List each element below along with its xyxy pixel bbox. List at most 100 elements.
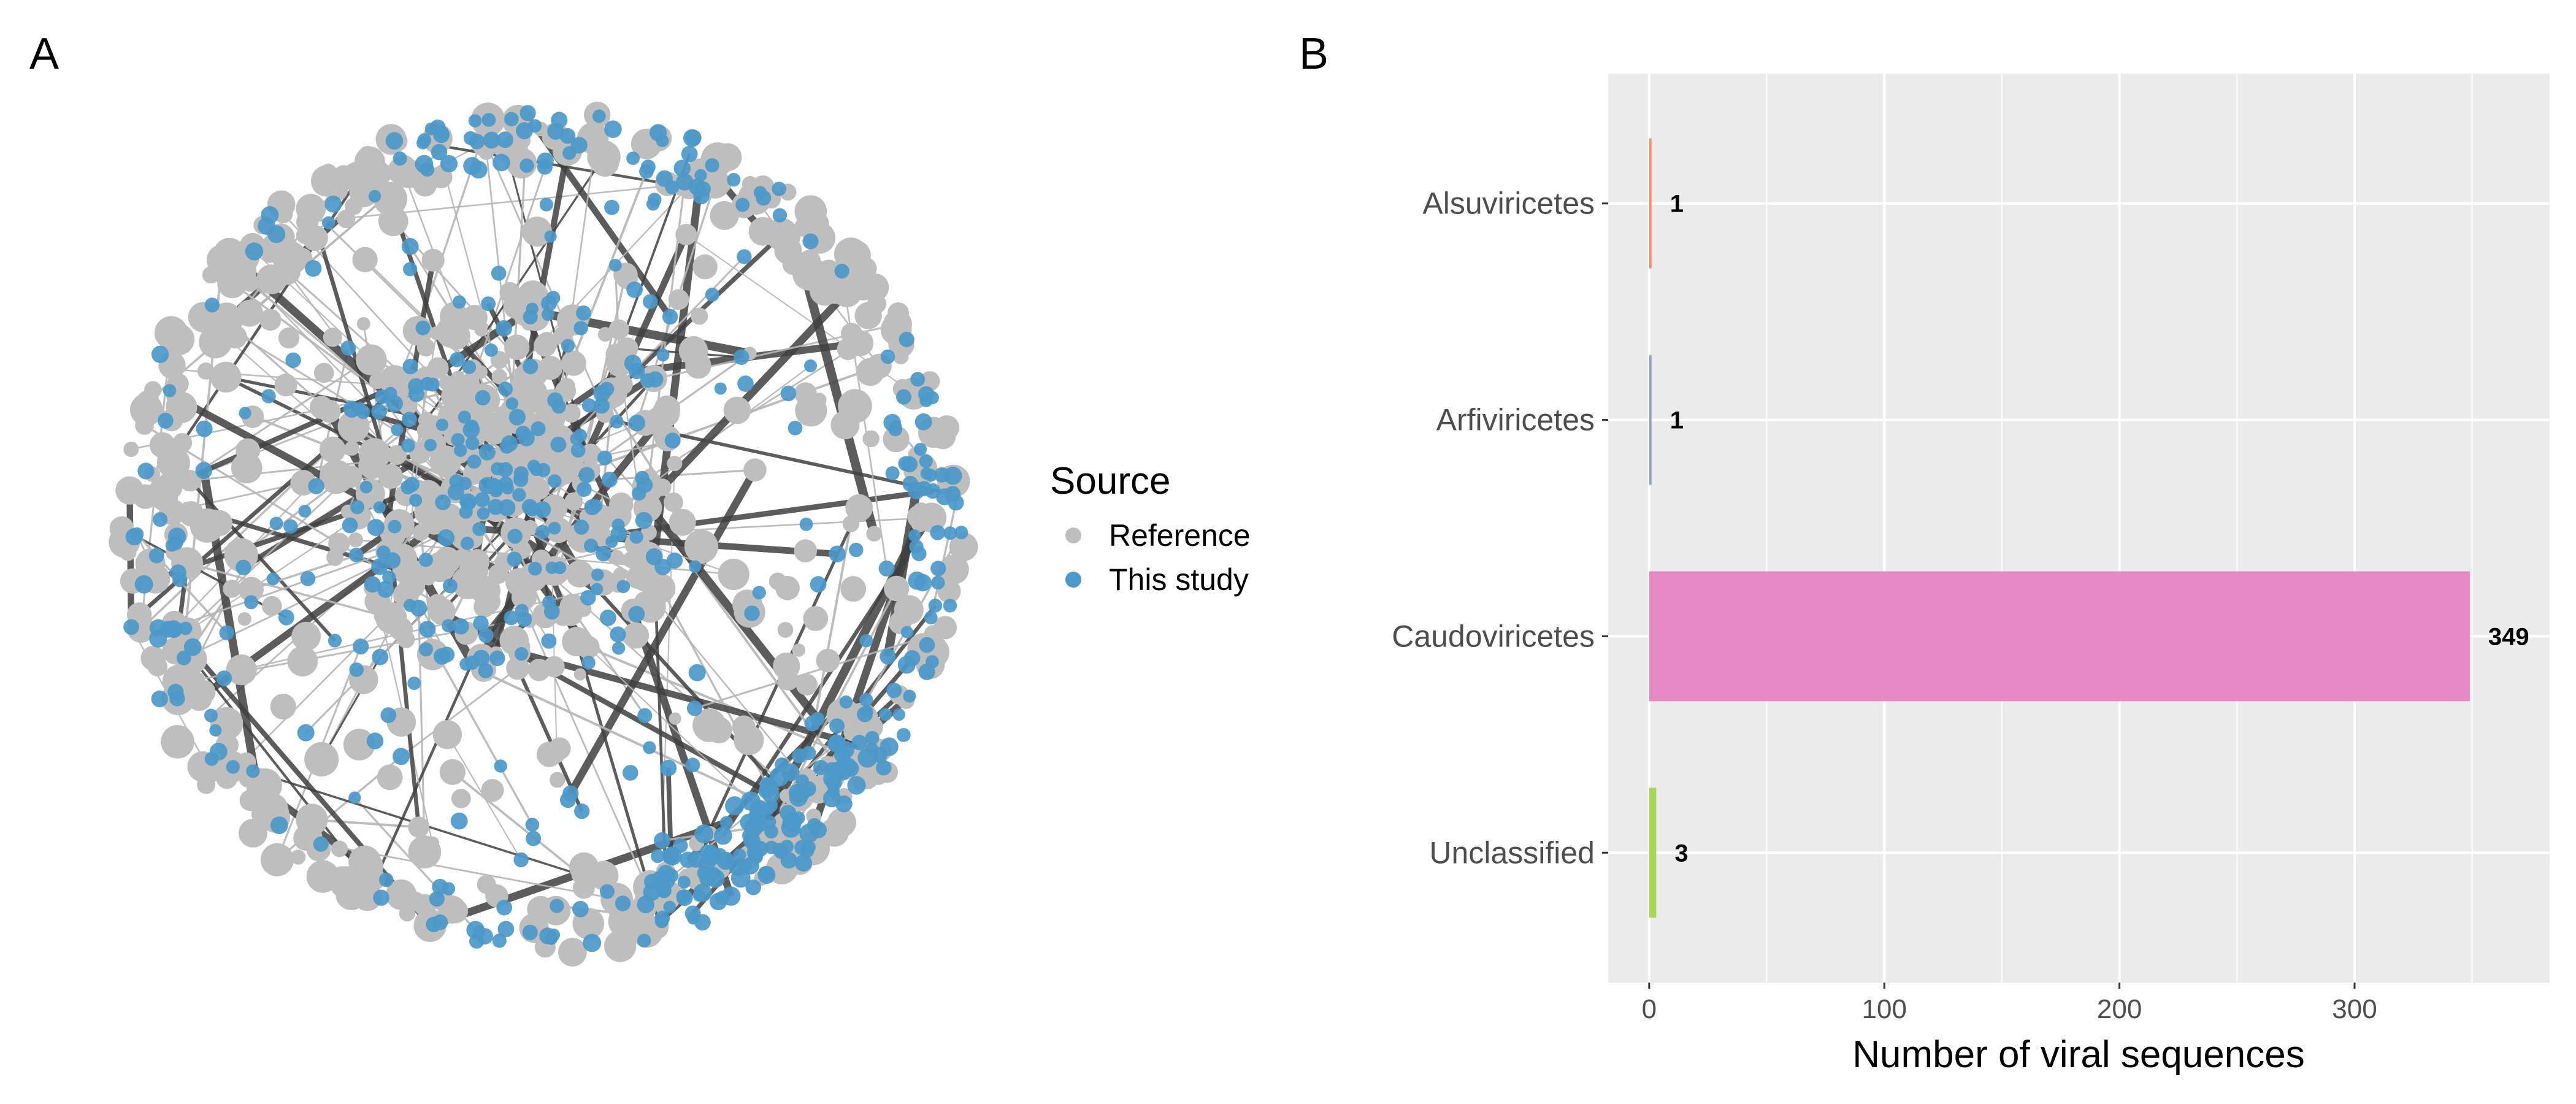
network-node-this-study [591, 583, 604, 596]
network-node-this-study [407, 677, 421, 690]
network-node-this-study [580, 590, 596, 606]
network-node-reference [140, 646, 166, 671]
network-node-reference [794, 195, 827, 228]
network-node-this-study [643, 294, 658, 309]
network-node-reference [421, 509, 447, 535]
network-node-this-study [799, 517, 813, 531]
network-edge [167, 551, 389, 631]
network-node-this-study [270, 816, 288, 834]
network-node-this-study [384, 552, 401, 569]
network-node-reference [287, 646, 318, 677]
network-node-this-study [757, 865, 776, 884]
network-node-this-study [583, 933, 602, 953]
network-node-reference [577, 635, 600, 659]
network-node-this-study [910, 372, 926, 387]
bar-unclassified [1649, 788, 1657, 918]
network-node-reference [429, 445, 462, 477]
network-node-this-study [782, 812, 802, 832]
network-node-this-study [523, 358, 539, 375]
network-node-this-study [919, 637, 935, 653]
network-node-this-study [465, 436, 480, 450]
network-node-this-study [936, 488, 953, 505]
network-node-this-study [420, 163, 435, 177]
network-node-this-study [526, 830, 542, 846]
network-node-this-study [876, 760, 892, 776]
network-node-reference [933, 616, 957, 640]
network-node-reference [162, 359, 182, 379]
network-node-reference [395, 621, 413, 638]
network-node-this-study [584, 539, 599, 553]
network-node-this-study [802, 233, 819, 250]
network-node-reference [710, 201, 739, 230]
network-node-this-study [752, 586, 766, 600]
network-node-this-study [836, 766, 851, 781]
network-node-reference [580, 443, 602, 465]
network-node-this-study [600, 884, 615, 899]
network-node-this-study [604, 120, 622, 138]
network-node-reference [481, 779, 504, 802]
network-node-this-study [930, 561, 946, 577]
network-node-reference [408, 816, 429, 838]
network-node-this-study [469, 161, 488, 179]
network-node-reference [369, 372, 386, 389]
bar-value-arfiviricetes: 1 [1670, 407, 1684, 434]
network-node-reference [510, 375, 535, 400]
network-node-reference [223, 580, 242, 598]
network-node-this-study [654, 910, 670, 926]
bar-value-labels: 1 1 349 3 [1670, 191, 2529, 867]
network-node-reference [934, 415, 960, 440]
network-node-this-study [909, 539, 924, 554]
network-node-this-study [615, 895, 631, 911]
network-node-this-study [857, 706, 873, 723]
network-node-this-study [383, 386, 397, 401]
network-node-this-study [543, 604, 560, 620]
network-node-reference [331, 840, 348, 857]
network-edge [588, 646, 760, 811]
network-node-this-study [505, 397, 519, 410]
network-node-this-study [879, 708, 892, 721]
network-node-this-study [537, 152, 554, 169]
network-node-reference [893, 349, 909, 365]
network-node-this-study [547, 123, 564, 140]
network-node-this-study [134, 575, 153, 594]
network-node-this-study [737, 375, 754, 392]
network-node-reference [573, 876, 595, 899]
network-node-this-study [954, 526, 968, 540]
network-node-this-study [829, 545, 846, 562]
network-node-this-study [435, 494, 451, 510]
network-edge [440, 609, 767, 794]
network-node-this-study [804, 359, 817, 372]
network-node-this-study [643, 741, 656, 754]
network-node-this-study [437, 529, 455, 546]
network-node-this-study [764, 824, 778, 839]
plot-panel [1608, 74, 2550, 983]
network-node-reference [207, 244, 238, 276]
network-node-reference [356, 355, 369, 367]
network-node-this-study [429, 891, 445, 907]
network-node-this-study [896, 728, 911, 742]
network-node-this-study [544, 230, 557, 243]
network-node-this-study [402, 412, 417, 427]
network-edge [451, 771, 581, 876]
network-node-this-study [829, 718, 845, 734]
network-node-this-study [415, 320, 431, 335]
network-node-this-study [865, 730, 880, 745]
network-node-reference [231, 452, 263, 484]
network-node-this-study [226, 760, 240, 774]
network-node-this-study [353, 638, 369, 655]
network-node-reference [144, 381, 162, 399]
network-node-reference [816, 648, 840, 673]
network-node-reference [115, 476, 144, 505]
legend-label-this-study: This study [1109, 562, 1249, 597]
network-edge [423, 141, 689, 189]
network-node-this-study [662, 847, 680, 865]
network-node-this-study [574, 803, 590, 819]
network-node-reference [561, 350, 586, 376]
network-node-this-study [883, 413, 901, 432]
network-node-reference [343, 729, 375, 761]
network-node-this-study [340, 340, 356, 356]
network-node-this-study [507, 529, 523, 544]
network-node-this-study [681, 145, 698, 163]
network-node-this-study [931, 575, 945, 590]
network-node-reference [558, 938, 587, 967]
